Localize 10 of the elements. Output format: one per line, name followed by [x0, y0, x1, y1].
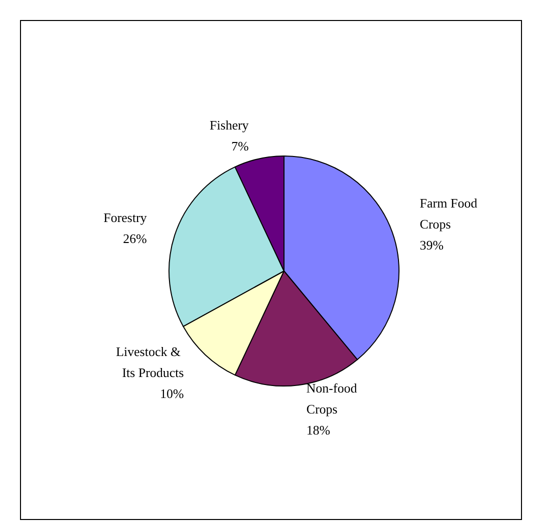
slice-label: Non-food Crops — [306, 380, 360, 416]
data-label: 39% — [420, 237, 444, 252]
slice-label: Farm Food Crops — [420, 195, 480, 232]
data-label: 26% — [122, 231, 147, 246]
slice-label: Fishery — [210, 117, 250, 132]
slice-label: Livestock & Its Products — [116, 344, 184, 380]
data-label: 10% — [160, 386, 184, 401]
data-label: 18% — [306, 422, 330, 438]
slice-label: Forestry — [103, 210, 148, 226]
data-label: 7% — [231, 138, 249, 154]
